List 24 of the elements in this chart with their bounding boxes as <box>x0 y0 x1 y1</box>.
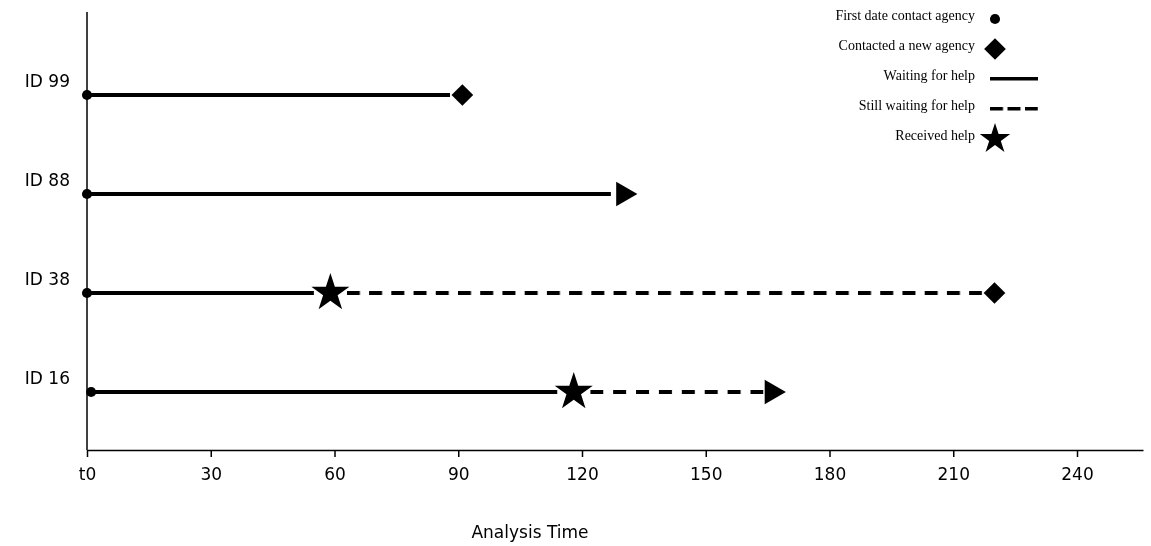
x-tick-label: 120 <box>566 464 599 485</box>
x-axis-title: Analysis Time <box>471 522 589 542</box>
point <box>311 272 350 310</box>
legend-label: First date contact agency <box>835 8 975 24</box>
legend-label: Contacted a new agency <box>838 38 975 54</box>
y-tick-label: ID 99 <box>24 71 70 91</box>
point <box>554 371 593 409</box>
legend-label: Still waiting for help <box>858 98 975 114</box>
y-tick-label: ID 38 <box>24 269 70 289</box>
point <box>451 84 474 106</box>
x-tick-label: 150 <box>690 464 723 485</box>
x-tick-label: 180 <box>813 464 847 485</box>
x-tick-label: 60 <box>324 464 346 485</box>
y-tick-label: ID 16 <box>24 368 70 388</box>
y-tick-label: ID 88 <box>24 170 70 190</box>
legend-label: Received help <box>895 128 975 144</box>
legend-label: Waiting for help <box>883 68 975 84</box>
x-tick-label: t0 <box>78 464 97 485</box>
x-tick-label: 240 <box>1061 464 1094 485</box>
x-tick-label: 30 <box>200 464 223 485</box>
x-tick-label: 90 <box>447 464 470 485</box>
bar <box>346 291 983 295</box>
point <box>983 282 1006 304</box>
x-tick-label: 210 <box>937 464 970 485</box>
